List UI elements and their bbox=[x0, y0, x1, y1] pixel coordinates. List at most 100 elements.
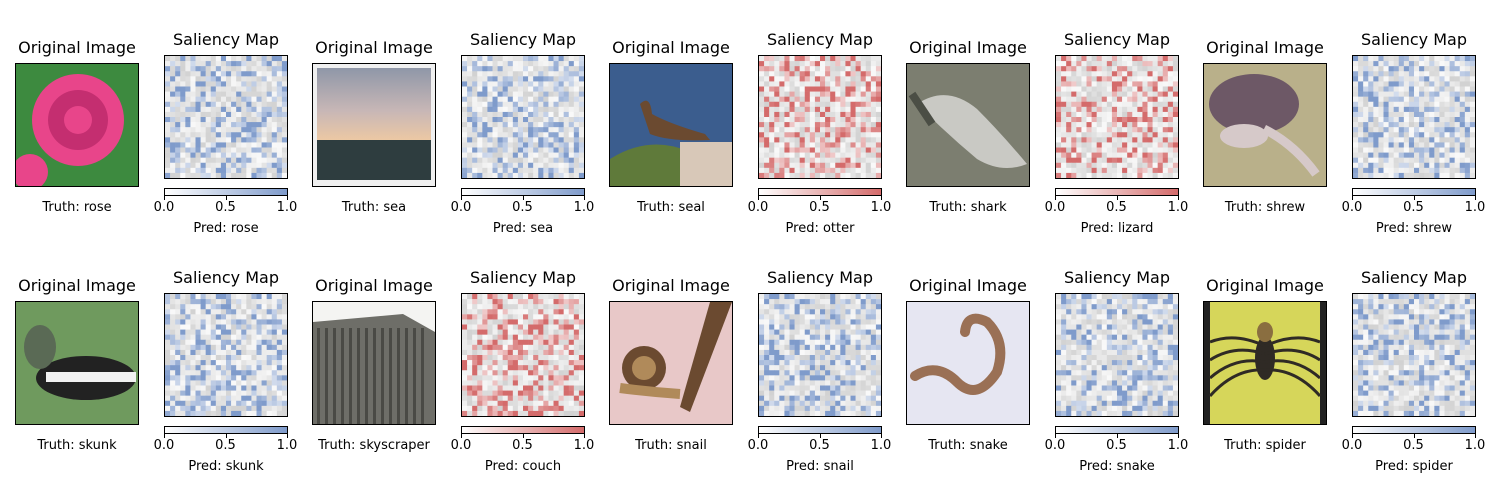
prediction-label: Pred: rose bbox=[134, 221, 318, 236]
original-image-spider bbox=[1204, 302, 1326, 424]
prediction-label: Pred: snail bbox=[728, 459, 912, 474]
original-image-panel: Original Image Truth: skyscraper bbox=[312, 238, 436, 468]
colorbar-tick-label: 0.0 bbox=[144, 438, 184, 453]
prediction-label: Pred: skunk bbox=[134, 459, 318, 474]
truth-label: Truth: snake bbox=[876, 438, 1060, 453]
saliency-map-panel: Saliency Map 0.0 0.5 1.0 Pred: spider bbox=[1352, 238, 1476, 468]
original-image-shark bbox=[907, 64, 1029, 186]
saliency-map bbox=[461, 293, 585, 417]
original-image bbox=[312, 301, 436, 425]
saliency-map bbox=[1352, 293, 1476, 417]
colorbar-tick-label: 0.5 bbox=[800, 200, 840, 215]
panel-title: Saliency Map bbox=[1332, 31, 1496, 49]
panel-title: Original Image bbox=[589, 277, 753, 295]
colorbar-tick-label: 0.0 bbox=[1035, 200, 1075, 215]
saliency-heatmap bbox=[759, 56, 881, 178]
saliency-map-panel: Saliency Map 0.0 0.5 1.0 Pred: otter bbox=[758, 0, 882, 230]
original-image-panel: Original Image Truth: snail bbox=[609, 238, 733, 468]
original-image bbox=[1203, 301, 1327, 425]
panel-title: Saliency Map bbox=[144, 31, 308, 49]
truth-label: Truth: shark bbox=[876, 200, 1060, 215]
colorbar-tick-label: 0.5 bbox=[1394, 438, 1434, 453]
truth-label: Truth: skyscraper bbox=[282, 438, 466, 453]
original-image-panel: Original Image Truth: snake bbox=[906, 238, 1030, 468]
colorbar-tick-label: 0.5 bbox=[1097, 200, 1137, 215]
panel-title: Saliency Map bbox=[1035, 31, 1199, 49]
original-image bbox=[15, 301, 139, 425]
truth-label: Truth: snail bbox=[579, 438, 763, 453]
colorbar-tick-label: 1.0 bbox=[1455, 200, 1495, 215]
panel-title: Original Image bbox=[589, 39, 753, 57]
saliency-heatmap bbox=[1353, 294, 1475, 416]
truth-label: Truth: shrew bbox=[1173, 200, 1357, 215]
colorbar-tick-label: 1.0 bbox=[1455, 438, 1495, 453]
colorbar-tick-label: 0.0 bbox=[144, 200, 184, 215]
saliency-heatmap bbox=[165, 56, 287, 178]
saliency-map bbox=[758, 293, 882, 417]
saliency-map bbox=[164, 293, 288, 417]
colorbar-tick-label: 0.0 bbox=[1332, 438, 1372, 453]
prediction-label: Pred: lizard bbox=[1025, 221, 1209, 236]
saliency-map bbox=[1055, 293, 1179, 417]
colorbar-tick-label: 0.5 bbox=[206, 438, 246, 453]
colorbar-tick-label: 0.0 bbox=[1035, 438, 1075, 453]
colorbar-tick-label: 0.0 bbox=[738, 200, 778, 215]
original-image-panel: Original Image Truth: shark bbox=[906, 0, 1030, 230]
original-image-panel: Original Image Truth: skunk bbox=[15, 238, 139, 468]
colorbar-tick-label: 0.5 bbox=[503, 438, 543, 453]
colorbar bbox=[1352, 426, 1476, 434]
panel-title: Saliency Map bbox=[738, 31, 902, 49]
truth-label: Truth: sea bbox=[282, 200, 466, 215]
colorbar bbox=[1055, 426, 1179, 434]
colorbar-tick-label: 0.5 bbox=[503, 200, 543, 215]
saliency-map-panel: Saliency Map 0.0 0.5 1.0 Pred: shrew bbox=[1352, 0, 1476, 230]
panel-title: Original Image bbox=[292, 277, 456, 295]
prediction-label: Pred: snake bbox=[1025, 459, 1209, 474]
original-image-skunk bbox=[16, 302, 138, 424]
colorbar-tick-label: 0.0 bbox=[1332, 200, 1372, 215]
panel-title: Saliency Map bbox=[441, 269, 605, 287]
colorbar-tick-label: 0.5 bbox=[800, 438, 840, 453]
saliency-map-panel: Saliency Map 0.0 0.5 1.0 Pred: snail bbox=[758, 238, 882, 468]
truth-label: Truth: spider bbox=[1173, 438, 1357, 453]
colorbar-tick-label: 0.0 bbox=[441, 438, 481, 453]
saliency-heatmap bbox=[759, 294, 881, 416]
saliency-map-panel: Saliency Map 0.0 0.5 1.0 Pred: sea bbox=[461, 0, 585, 230]
original-image-snail bbox=[610, 302, 732, 424]
original-image bbox=[609, 63, 733, 187]
original-image bbox=[609, 301, 733, 425]
original-image-sea bbox=[313, 64, 435, 186]
original-image-panel: Original Image Truth: spider bbox=[1203, 238, 1327, 468]
original-image-rose bbox=[16, 64, 138, 186]
colorbar bbox=[164, 188, 288, 196]
saliency-heatmap bbox=[1056, 56, 1178, 178]
panel-title: Original Image bbox=[886, 39, 1050, 57]
saliency-map-panel: Saliency Map 0.0 0.5 1.0 Pred: skunk bbox=[164, 238, 288, 468]
colorbar-tick-label: 0.5 bbox=[206, 200, 246, 215]
panel-title: Original Image bbox=[1183, 39, 1347, 57]
panel-title: Saliency Map bbox=[1332, 269, 1496, 287]
colorbar-tick-label: 0.5 bbox=[1097, 438, 1137, 453]
truth-label: Truth: seal bbox=[579, 200, 763, 215]
panel-title: Original Image bbox=[0, 39, 159, 57]
saliency-heatmap bbox=[165, 294, 287, 416]
original-image bbox=[906, 301, 1030, 425]
saliency-heatmap bbox=[462, 56, 584, 178]
original-image-panel: Original Image Truth: seal bbox=[609, 0, 733, 230]
saliency-heatmap bbox=[1353, 56, 1475, 178]
prediction-label: Pred: otter bbox=[728, 221, 912, 236]
saliency-map-panel: Saliency Map 0.0 0.5 1.0 Pred: lizard bbox=[1055, 0, 1179, 230]
original-image-panel: Original Image Truth: rose bbox=[15, 0, 139, 230]
saliency-heatmap bbox=[462, 294, 584, 416]
panel-title: Saliency Map bbox=[1035, 269, 1199, 287]
prediction-label: Pred: sea bbox=[431, 221, 615, 236]
saliency-map-panel: Saliency Map 0.0 0.5 1.0 Pred: couch bbox=[461, 238, 585, 468]
saliency-map bbox=[164, 55, 288, 179]
saliency-map bbox=[1352, 55, 1476, 179]
colorbar bbox=[461, 426, 585, 434]
prediction-label: Pred: spider bbox=[1322, 459, 1500, 474]
panel-title: Original Image bbox=[886, 277, 1050, 295]
panel-title: Original Image bbox=[292, 39, 456, 57]
colorbar bbox=[461, 188, 585, 196]
